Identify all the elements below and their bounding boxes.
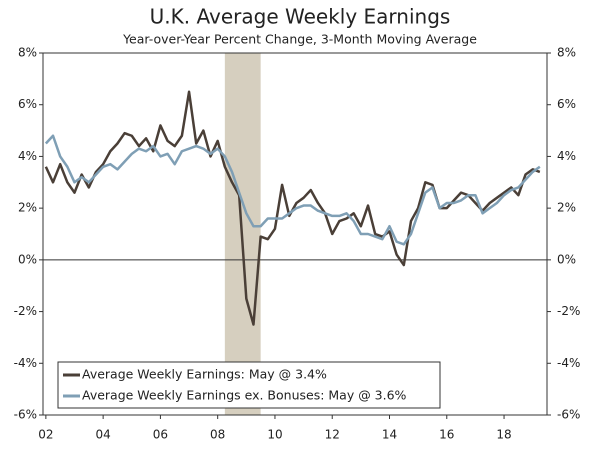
series-line xyxy=(44,134,541,246)
y-tick-label: -4% xyxy=(14,356,37,370)
y2-tick-label: 0% xyxy=(557,252,576,266)
y2-tick-label: -2% xyxy=(557,304,580,318)
y-tick-label: 2% xyxy=(18,201,37,215)
chart-subtitle: Year-over-Year Percent Change, 3-Month M… xyxy=(122,32,477,47)
x-tick-label: 16 xyxy=(439,428,454,442)
x-tick-label: 02 xyxy=(38,428,53,442)
y-tick-label: 8% xyxy=(18,46,37,60)
plot-frame xyxy=(42,52,548,416)
x-tick-label: 12 xyxy=(325,428,340,442)
y-tick-label: -2% xyxy=(14,304,37,318)
x-tick-label: 04 xyxy=(95,428,110,442)
legend-label: Average Weekly Earnings: May @ 3.4% xyxy=(82,367,327,382)
y-tick-label: 0% xyxy=(18,252,37,266)
x-tick-label: 18 xyxy=(496,428,511,442)
x-tick-label: 14 xyxy=(382,428,397,442)
y-tick-label: -6% xyxy=(14,408,37,422)
legend-label: Average Weekly Earnings ex. Bonuses: May… xyxy=(82,388,407,403)
legend-box xyxy=(57,361,441,409)
y2-tick-label: 6% xyxy=(557,97,576,111)
chart-title: U.K. Average Weekly Earnings xyxy=(150,5,451,29)
y-tick-label: 6% xyxy=(18,97,37,111)
x-tick-label: 06 xyxy=(153,428,168,442)
y-tick-label: 4% xyxy=(18,149,37,163)
series-line xyxy=(44,90,541,326)
x-tick-label: 08 xyxy=(210,428,225,442)
y2-tick-label: 2% xyxy=(557,201,576,215)
x-tick-label: 10 xyxy=(267,428,282,442)
y2-tick-label: -6% xyxy=(557,408,580,422)
y2-tick-label: 4% xyxy=(557,149,576,163)
y2-tick-label: -4% xyxy=(557,356,580,370)
y2-tick-label: 8% xyxy=(557,46,576,60)
